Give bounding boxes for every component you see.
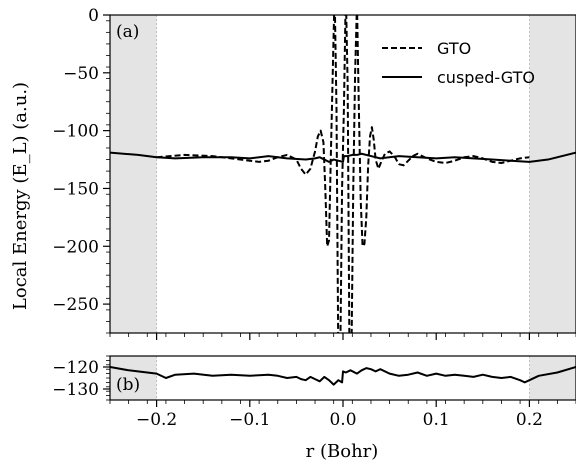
x-axis-title: r (Bohr) xyxy=(306,441,379,462)
x-axis: −0.2 −0.1 0.0 0.1 0.2 xyxy=(136,410,543,430)
y-tick-label: −130 xyxy=(52,380,99,400)
y-tick-label: −50 xyxy=(63,64,99,84)
series-line-cusped-gto xyxy=(110,366,576,386)
shaded-region xyxy=(529,356,576,400)
shaded-region xyxy=(110,15,157,333)
panel-label: (b) xyxy=(116,375,140,395)
legend-label: GTO xyxy=(437,39,471,58)
series-line-cusped-gto xyxy=(110,151,576,163)
legend-label: cusped-GTO xyxy=(437,68,535,87)
panel-b: −120−130 (b) xyxy=(52,355,576,407)
y-tick-label: 0 xyxy=(88,6,99,26)
panel-a: 0 −50 −100 −150 −200 −250 (a) GTO cusped-GTO xyxy=(52,6,576,340)
series-line-gto xyxy=(156,15,530,333)
legend: GTO cusped-GTO xyxy=(382,39,535,87)
x-tick-label: −0.2 xyxy=(136,410,177,430)
x-tick-label: 0.0 xyxy=(329,410,356,430)
shaded-region xyxy=(110,356,157,400)
x-tick-label: 0.1 xyxy=(423,410,450,430)
shaded-region xyxy=(529,15,576,333)
y-tick-label: −100 xyxy=(52,122,99,142)
y-tick-label: −120 xyxy=(52,358,99,378)
panel-label: (a) xyxy=(116,22,139,42)
x-tick-label: −0.1 xyxy=(229,410,270,430)
y-tick-label: −200 xyxy=(52,237,99,257)
y-tick-label: −250 xyxy=(52,295,99,315)
y-axis-title: Local Energy (E_L) (a.u.) xyxy=(10,82,31,310)
x-tick-label: 0.2 xyxy=(516,410,543,430)
y-tick-label: −150 xyxy=(52,179,99,199)
